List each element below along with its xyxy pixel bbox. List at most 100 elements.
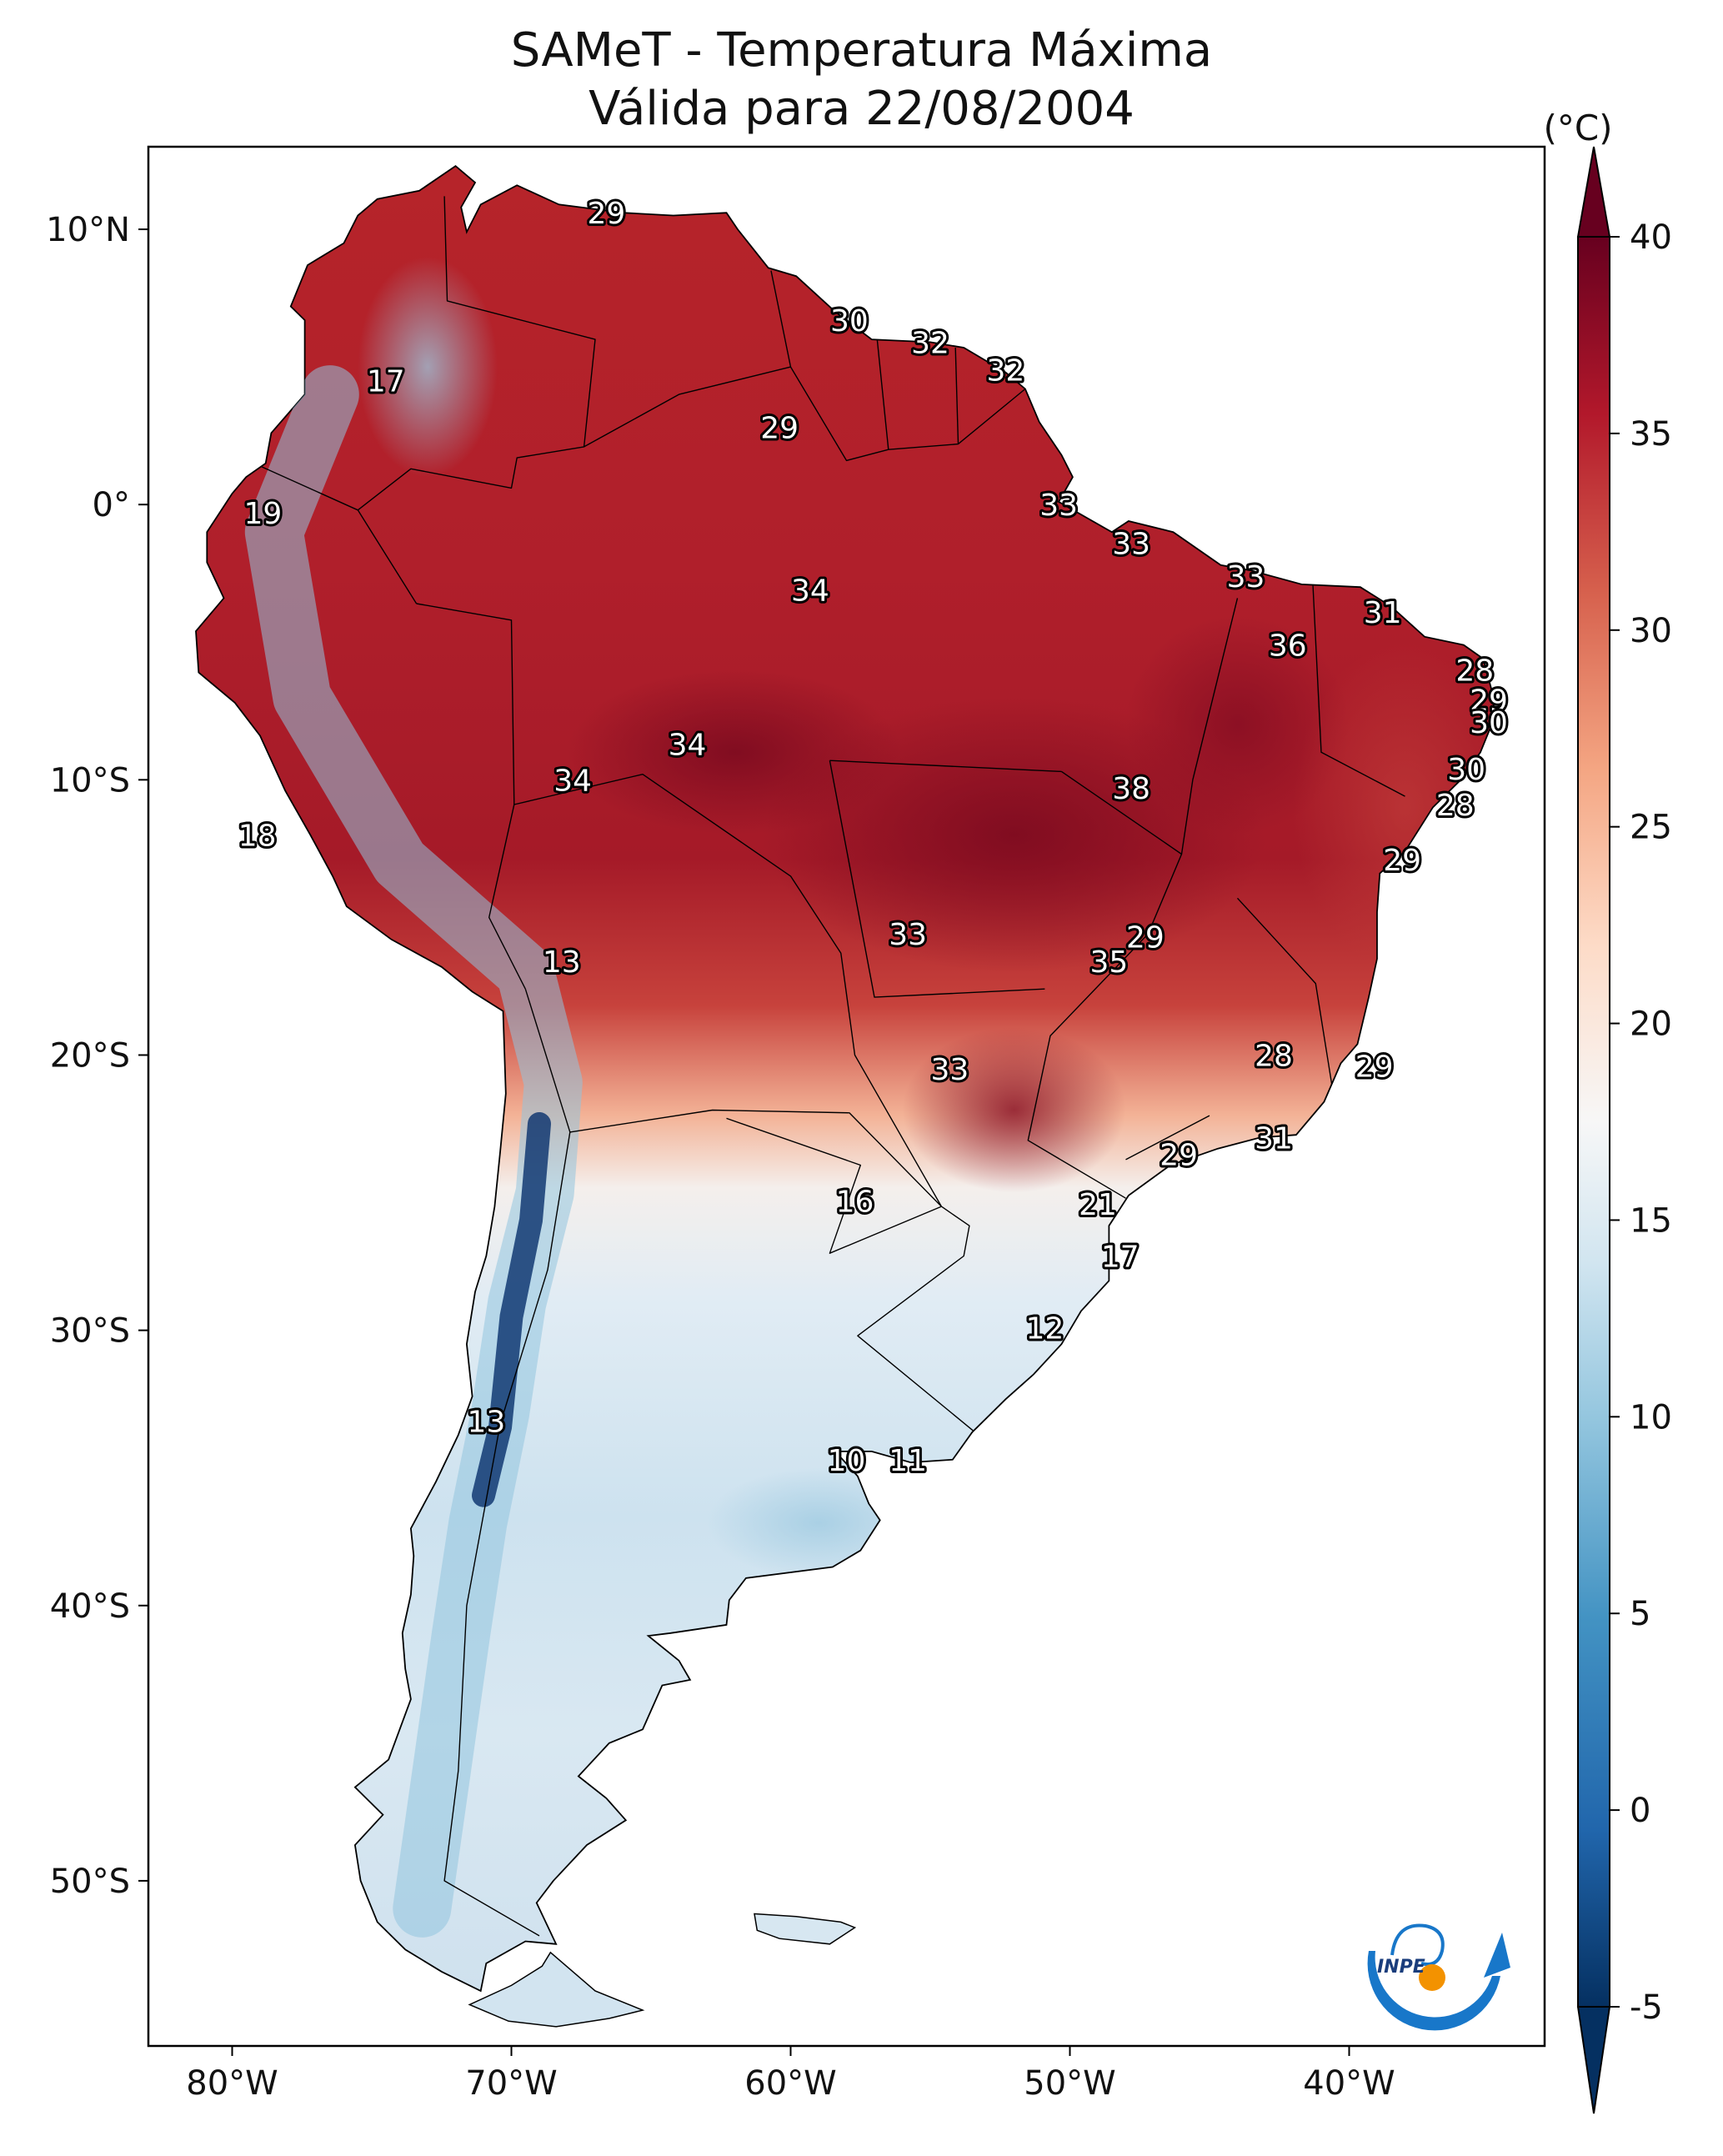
temperature-anomaly-shading bbox=[358, 257, 1495, 1578]
lat-tick-label: 0° bbox=[93, 486, 130, 524]
temperature-label: 33 bbox=[1112, 527, 1150, 561]
falkland-islands bbox=[754, 1913, 857, 1945]
border-line-8 bbox=[876, 339, 889, 450]
temperature-label: 17 bbox=[367, 365, 405, 399]
temperature-label: 33 bbox=[931, 1053, 969, 1087]
border-line-12 bbox=[1312, 584, 1405, 797]
temperature-label: 34 bbox=[669, 728, 707, 762]
temperature-label: 33 bbox=[1227, 560, 1265, 594]
temperature-label: 32 bbox=[987, 353, 1025, 388]
temperature-label: 29 bbox=[1126, 921, 1165, 955]
inpe-logo-arrow bbox=[1484, 1933, 1510, 1978]
temperature-label: 21 bbox=[1079, 1188, 1117, 1222]
map-title: SAMeT - Temperatura Máxima bbox=[510, 23, 1213, 78]
inpe-logo-sun bbox=[1419, 1964, 1445, 1991]
lat-tick-label: 10°N bbox=[46, 211, 130, 249]
temperature-label: 29 bbox=[1355, 1050, 1394, 1085]
temperature-label: 28 bbox=[1455, 654, 1494, 688]
border-line-5 bbox=[357, 196, 596, 511]
lon-tick-label: 60°W bbox=[744, 2064, 836, 2103]
colorbar-top-extension bbox=[1576, 146, 1611, 238]
land-fill bbox=[196, 166, 1495, 1991]
hot-core-rondonia bbox=[567, 669, 903, 835]
colorbar-tick-label: 25 bbox=[1630, 809, 1672, 847]
border-line-13 bbox=[829, 760, 1062, 773]
colorbar-unit-label: (°C) bbox=[1543, 108, 1612, 148]
inpe-logo-arc bbox=[1367, 1951, 1500, 2031]
border-line-1 bbox=[524, 988, 943, 1254]
border-line-14 bbox=[829, 760, 1045, 998]
temperature-label: 34 bbox=[553, 764, 592, 798]
temperature-label: 30 bbox=[1470, 706, 1508, 740]
temperature-label: 35 bbox=[1089, 945, 1128, 980]
border-line-11 bbox=[1180, 598, 1239, 855]
lat-tick-label: 30°S bbox=[50, 1312, 130, 1351]
border-line-16 bbox=[1125, 1115, 1210, 1161]
temperature-label: 29 bbox=[760, 412, 799, 446]
colorbar-tick-label: 20 bbox=[1630, 1005, 1672, 1044]
inpe-logo-text: INPE bbox=[1377, 1957, 1425, 1978]
lat-tick-label: 50°S bbox=[50, 1863, 130, 1901]
colorbar-scale bbox=[1577, 236, 1610, 2008]
temperature-label: 28 bbox=[1436, 789, 1475, 823]
temperature-label: 30 bbox=[830, 304, 869, 338]
lat-tick-label: 20°S bbox=[50, 1036, 130, 1075]
inpe-logo-swirl bbox=[1390, 1923, 1445, 1966]
coastline bbox=[195, 164, 1495, 1993]
border-line-0 bbox=[416, 603, 976, 1433]
colorbar-tick-label: 35 bbox=[1630, 415, 1672, 454]
temperature-label: 38 bbox=[1112, 772, 1150, 806]
colorbar-tick-label: -5 bbox=[1630, 1988, 1663, 2027]
temperature-label: 31 bbox=[1364, 596, 1402, 630]
temperature-label: 32 bbox=[911, 326, 949, 360]
temperature-label: 13 bbox=[467, 1406, 505, 1440]
lat-tick-label: 40°S bbox=[50, 1587, 130, 1626]
colorbar-tick-label: 30 bbox=[1630, 612, 1672, 650]
colorbar: (°C) 40 35 30 25 20 15 10 5 0 -5 bbox=[1543, 108, 1672, 2114]
country-borders bbox=[259, 196, 1405, 1937]
border-line-2 bbox=[443, 1131, 571, 1937]
colorbar-tick-label: 40 bbox=[1630, 218, 1672, 257]
temperature-label: 29 bbox=[1160, 1138, 1198, 1172]
hot-core-sao-paulo bbox=[902, 1027, 1126, 1193]
map-subtitle: Válida para 22/08/2004 bbox=[589, 82, 1134, 136]
temperature-label: 29 bbox=[587, 197, 625, 231]
lon-tick-label: 40°W bbox=[1303, 2064, 1395, 2103]
lon-tick-label: 70°W bbox=[465, 2064, 557, 2103]
map-frame bbox=[147, 145, 1546, 2048]
temperature-label: 12 bbox=[1025, 1311, 1064, 1346]
temperature-label: 11 bbox=[889, 1444, 927, 1478]
hot-core-northeast bbox=[1125, 614, 1350, 835]
temperature-label: 19 bbox=[243, 497, 282, 531]
cool-colombian-andes bbox=[358, 257, 498, 478]
temperature-label: 10 bbox=[828, 1444, 866, 1478]
south-america-landmass bbox=[195, 164, 1495, 2028]
lon-tick-label: 80°W bbox=[186, 2064, 278, 2103]
colorbar-tick-label: 5 bbox=[1630, 1595, 1650, 1633]
colorbar-tick-label: 0 bbox=[1630, 1792, 1650, 1830]
temperature-label: 28 bbox=[1255, 1039, 1293, 1073]
latitude-axis: 10°N 0° 10°S 20°S 30°S 40°S 50°S bbox=[46, 211, 148, 1901]
colorbar-tick-label: 10 bbox=[1630, 1398, 1672, 1436]
temperature-label: 17 bbox=[1101, 1240, 1139, 1274]
border-line-9 bbox=[954, 347, 959, 444]
inpe-logo: INPE bbox=[1367, 1923, 1510, 2031]
colorbar-ticks: 40 35 30 25 20 15 10 5 0 -5 bbox=[1610, 218, 1672, 2027]
temperature-label: 29 bbox=[1383, 844, 1421, 878]
temperature-label: 29 bbox=[1470, 684, 1508, 719]
border-line-3 bbox=[488, 804, 526, 990]
lon-tick-label: 50°W bbox=[1024, 2064, 1115, 2103]
temperature-label: 34 bbox=[791, 574, 829, 609]
tierra-del-fuego bbox=[468, 1951, 645, 2028]
colorbar-tick-label: 15 bbox=[1630, 1201, 1672, 1240]
temperature-label: 31 bbox=[1255, 1122, 1293, 1156]
temperature-label: 33 bbox=[1039, 489, 1078, 523]
andes-coldest-zone bbox=[472, 1112, 551, 1507]
longitude-axis: 80°W 70°W 60°W 50°W 40°W bbox=[186, 2046, 1395, 2103]
lat-tick-label: 10°S bbox=[50, 761, 130, 800]
border-line-15 bbox=[1236, 897, 1334, 1089]
temperature-label: 33 bbox=[889, 918, 927, 952]
